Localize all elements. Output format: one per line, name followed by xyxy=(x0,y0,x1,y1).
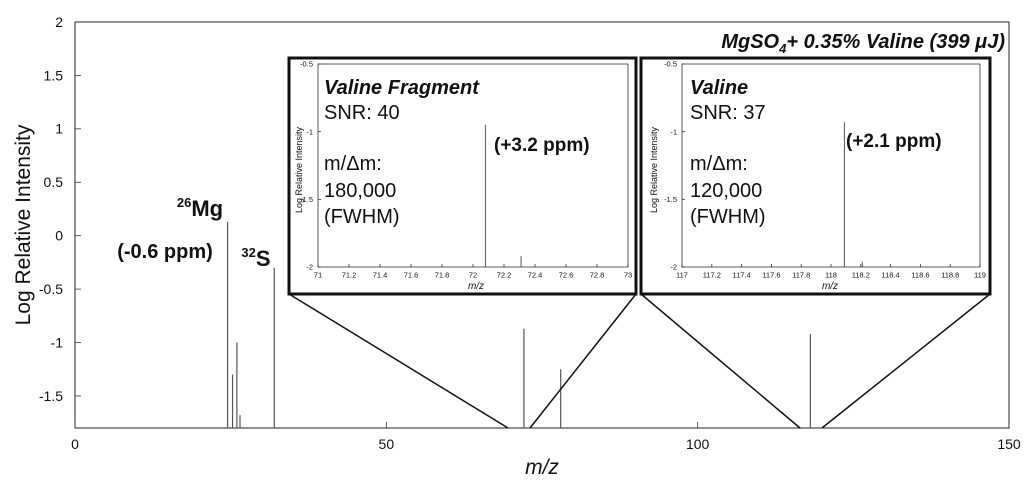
inset2-x-tick-label: 118.4 xyxy=(881,271,899,280)
inset-2-peaks xyxy=(843,122,863,267)
inset-1-y-axis-label: Log Relative Intensity xyxy=(294,126,304,213)
main-y-tick-label: 1 xyxy=(55,121,63,137)
inset-1-resolution-label: m/Δm: xyxy=(324,153,382,175)
mg-ppm-annotation: (-0.6 ppm) xyxy=(117,241,213,263)
main-y-tick-label: 1.5 xyxy=(44,67,64,83)
title-part: MgSO xyxy=(721,31,779,53)
inset-2-y-axis-label: Log Relative Intensity xyxy=(649,126,659,213)
zoom-connector-right-1 xyxy=(640,293,801,429)
zoom-connector-left-1 xyxy=(288,293,509,429)
inset2-x-tick-label: 118.6 xyxy=(911,271,929,280)
inset1-x-tick-label: 73 xyxy=(624,271,632,280)
mg-superscript: 26 xyxy=(177,195,191,210)
inset1-y-tick-label: -0.5 xyxy=(300,60,313,69)
inset1-x-tick-label: 72.4 xyxy=(528,271,543,280)
inset1-x-tick-label: 71.2 xyxy=(342,271,357,280)
inset1-x-tick-label: 72.6 xyxy=(559,271,574,280)
inset-1-fwhm: (FWHM) xyxy=(324,206,400,228)
inset2-x-tick-label: 118.8 xyxy=(941,271,959,280)
inset-2-snr: SNR: 37 xyxy=(690,102,766,124)
main-x-axis-label: m/z xyxy=(525,456,559,479)
inset2-y-tick-label: -0.5 xyxy=(664,60,677,69)
inset-1-snr: SNR: 40 xyxy=(324,102,400,124)
inset-1-x-axis-label: m/z xyxy=(468,281,484,292)
inset1-y-tick-label: -1 xyxy=(306,127,313,136)
inset-1-ppm: (+3.2 ppm) xyxy=(494,135,590,156)
inset-2-title: Valine xyxy=(690,77,748,99)
main-x-tick-label: 0 xyxy=(71,436,79,452)
inset2-x-tick-label: 119 xyxy=(974,271,986,280)
main-x-tick-label: 50 xyxy=(379,436,395,452)
inset2-y-tick-label: -1 xyxy=(670,127,677,136)
inset-valine-fragment: -0.5 -1 -1.5 -2 71 71.2 71.4 71.6 71.8 72 72.2 72.… xyxy=(287,56,638,296)
inset-2-x-ticks: 117 117.2 117.4 117.6 117.8 118 118.2 118.4 118.… xyxy=(676,264,986,280)
inset2-y-tick-label: -1.5 xyxy=(664,195,677,204)
main-y-tick-label: -1 xyxy=(51,334,64,350)
title-subscript: 4 xyxy=(778,41,787,56)
main-y-tick-label: 2 xyxy=(55,14,63,30)
inset-1-x-ticks: 71 71.2 71.4 71.6 71.8 72 72.2 72.4 72.6 72.8 73 xyxy=(314,264,632,280)
mg-annotation: 26Mg xyxy=(177,195,223,221)
inset-2-x-axis-label: m/z xyxy=(822,281,838,292)
inset1-x-tick-label: 71 xyxy=(314,271,322,280)
mg-label: Mg xyxy=(191,196,223,221)
inset-2-ppm: (+2.1 ppm) xyxy=(846,131,942,152)
main-y-ticks: -1.5 -1 -0.5 0 0.5 1 1.5 2 xyxy=(39,14,81,404)
inset-1-y-ticks: -0.5 -1 -1.5 -2 xyxy=(300,60,321,272)
inset1-x-tick-label: 71.6 xyxy=(404,271,419,280)
main-x-tick-label: 150 xyxy=(997,436,1021,452)
inset2-x-tick-label: 118.2 xyxy=(852,271,870,280)
inset2-x-tick-label: 117.2 xyxy=(703,271,721,280)
s-superscript: 32 xyxy=(241,245,255,260)
inset1-x-tick-label: 71.4 xyxy=(373,271,388,280)
inset1-x-tick-label: 72.8 xyxy=(590,271,605,280)
inset2-y-tick-label: -2 xyxy=(670,263,677,272)
inset2-x-tick-label: 118 xyxy=(825,271,837,280)
inset-2-fwhm: (FWHM) xyxy=(690,206,766,228)
inset-2-resolution-label: m/Δm: xyxy=(690,153,748,175)
inset2-x-tick-label: 117 xyxy=(676,271,688,280)
inset-1-resolution-value: 180,000 xyxy=(324,180,396,202)
inset-2-resolution-value: 120,000 xyxy=(690,180,762,202)
s-annotation: 32S xyxy=(241,245,270,271)
main-y-tick-label: -1.5 xyxy=(39,388,63,404)
main-y-axis-label: Log Relative Intensity xyxy=(12,124,35,325)
inset1-x-tick-label: 71.8 xyxy=(435,271,450,280)
inset-1-peaks xyxy=(484,124,522,267)
main-peaks xyxy=(226,221,811,428)
main-y-tick-label: -0.5 xyxy=(39,281,63,297)
inset-1-title: Valine Fragment xyxy=(324,77,480,99)
title-rest: + 0.35% Valine (399 μJ) xyxy=(786,31,1005,53)
zoom-connector-right-2 xyxy=(821,293,991,429)
inset2-x-tick-label: 117.4 xyxy=(732,271,750,280)
inset-valine: -0.5-1-1.5-2 117 117.2 117.4 117.6 117.8 118 1… xyxy=(639,56,992,296)
main-x-ticks: 0 50 100 150 xyxy=(71,422,1021,452)
inset-2-box xyxy=(639,56,992,296)
inset1-x-tick-label: 72 xyxy=(469,271,477,280)
main-title: MgSO4+ 0.35% Valine (399 μJ) xyxy=(721,31,1005,56)
main-x-tick-label: 100 xyxy=(686,436,710,452)
zoom-connector-left-2 xyxy=(529,293,637,429)
inset2-x-tick-label: 117.6 xyxy=(762,271,780,280)
inset2-x-tick-label: 117.8 xyxy=(792,271,810,280)
main-y-tick-label: 0.5 xyxy=(44,174,64,190)
inset1-y-tick-label: -2 xyxy=(306,263,313,272)
inset1-x-tick-label: 72.2 xyxy=(497,271,512,280)
inset1-y-tick-label: -1.5 xyxy=(300,195,313,204)
inset-2-y-ticks: -0.5 -1 -1.5 -2 xyxy=(664,60,685,272)
main-y-tick-label: 0 xyxy=(55,228,63,244)
inset-1-box xyxy=(287,56,638,296)
main-plot-frame xyxy=(74,21,1010,429)
s-label: S xyxy=(256,246,271,271)
